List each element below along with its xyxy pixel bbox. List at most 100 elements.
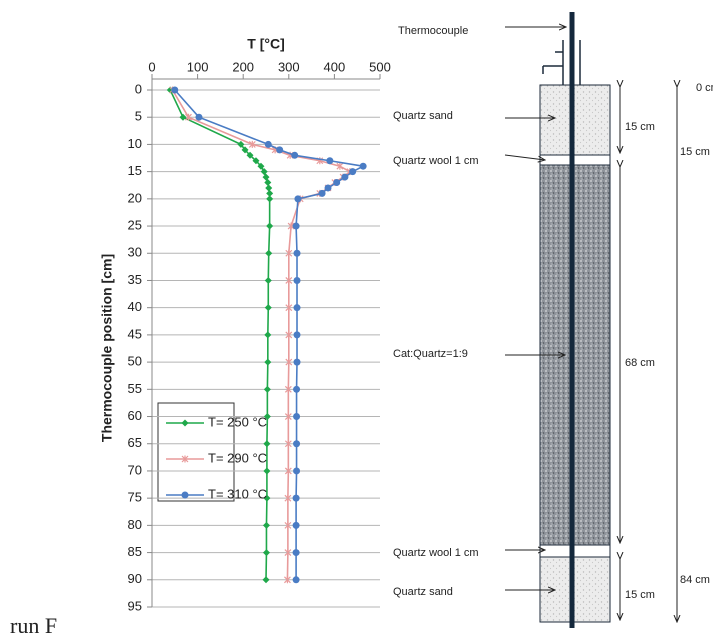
marker	[291, 151, 299, 159]
marker	[359, 162, 367, 170]
y-tick-label: 15	[128, 163, 142, 178]
marker	[326, 157, 334, 165]
marker	[284, 549, 292, 557]
legend-marker	[181, 491, 189, 499]
marker	[293, 440, 301, 448]
legend-label: T= 310 °C	[208, 486, 267, 501]
marker	[263, 385, 271, 393]
label: Quartz wool 1 cm	[393, 155, 479, 167]
y-tick-label: 20	[128, 190, 142, 205]
y-tick-label: 30	[128, 245, 142, 260]
marker	[257, 162, 265, 170]
legend-marker	[181, 455, 189, 463]
y-tick-label: 5	[135, 109, 142, 124]
marker	[237, 140, 245, 148]
marker	[264, 331, 272, 339]
marker	[266, 195, 274, 203]
dimension-arrows	[620, 87, 677, 622]
marker	[285, 358, 293, 366]
marker	[284, 521, 292, 529]
marker	[263, 440, 271, 448]
marker	[266, 222, 274, 230]
marker	[294, 195, 302, 203]
legend-box	[157, 402, 235, 502]
marker	[284, 576, 291, 584]
quartz-wool-top	[539, 154, 611, 166]
marker	[241, 146, 249, 154]
marker	[276, 146, 284, 154]
label: Quartz wool 1 cm	[393, 547, 479, 559]
y-tick-label: 40	[128, 299, 142, 314]
y-tick-label: 55	[128, 381, 142, 396]
marker	[262, 173, 270, 181]
x-tick-label: 200	[232, 59, 254, 74]
marker	[195, 113, 203, 121]
arrows	[504, 27, 566, 590]
marker	[292, 222, 300, 230]
dimension-label: 84 cm	[680, 574, 710, 586]
marker	[262, 549, 270, 557]
marker	[293, 413, 301, 421]
marker	[284, 494, 292, 502]
y-tick-label: 75	[128, 490, 142, 505]
marker	[284, 440, 292, 448]
marker	[293, 304, 301, 312]
marker	[248, 140, 256, 148]
marker	[293, 385, 301, 393]
marker	[293, 358, 301, 366]
label: Quartz sand	[393, 586, 453, 598]
marker	[324, 184, 332, 192]
y-tick-label: 90	[128, 571, 142, 586]
marker	[284, 467, 292, 475]
marker	[293, 276, 301, 284]
diagram: Thermocouple Quartz sand Quartz wool 1 c…	[393, 12, 713, 628]
marker	[171, 86, 179, 94]
x-tick-label: 500	[369, 59, 391, 74]
marker	[349, 168, 357, 176]
marker	[336, 162, 344, 170]
marker	[284, 385, 292, 393]
label: Cat:Quartz=1:9	[393, 348, 468, 360]
marker	[285, 249, 293, 257]
y-tick-label: 50	[128, 354, 142, 369]
y-tick-label: 45	[128, 326, 142, 341]
marker	[284, 413, 292, 421]
marker	[260, 168, 268, 176]
marker	[265, 249, 273, 257]
marker	[252, 157, 260, 165]
dimension-label: 15 cm	[625, 121, 655, 133]
dimension-label: 15 cm	[625, 589, 655, 601]
marker	[318, 189, 326, 197]
marker	[285, 331, 293, 339]
marker	[292, 521, 300, 529]
caption: run F	[10, 613, 57, 637]
marker	[292, 494, 300, 502]
marker	[341, 173, 349, 181]
y-tick-label: 85	[128, 544, 142, 559]
marker	[333, 179, 341, 187]
marker	[264, 179, 272, 187]
dimension-label: 15 cm	[680, 146, 710, 158]
marker	[262, 521, 270, 529]
marker	[285, 304, 293, 312]
legend-marker	[181, 419, 189, 427]
marker	[179, 113, 187, 121]
label: Thermocouple	[398, 25, 468, 37]
marker	[292, 576, 300, 584]
marker	[264, 304, 272, 312]
marker	[264, 140, 272, 148]
label: Quartz sand	[393, 110, 453, 122]
arrow	[504, 154, 545, 160]
y-tick-label: 10	[128, 136, 142, 151]
marker	[293, 467, 301, 475]
quartz-wool-bottom	[539, 544, 611, 558]
pipe	[542, 51, 563, 74]
x-tick-label: 0	[148, 59, 155, 74]
y-tick-label: 60	[128, 408, 142, 423]
quartz-sand-top	[539, 84, 611, 156]
marker	[263, 467, 271, 475]
x-tick-label: 100	[187, 59, 209, 74]
marker	[285, 276, 293, 284]
y-tick-label: 0	[135, 81, 142, 96]
